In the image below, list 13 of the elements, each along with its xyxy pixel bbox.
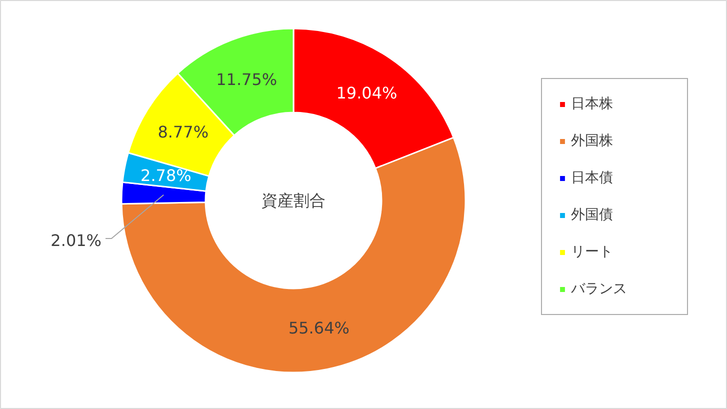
data-label: 19.04%	[336, 84, 398, 103]
legend-label: リート	[571, 243, 614, 261]
legend-label: 日本株	[571, 95, 614, 113]
text: 資産割合	[262, 191, 326, 210]
data-label: 8.77%	[158, 122, 209, 142]
data-label: 2.78%	[140, 166, 192, 185]
legend-label: バランス	[571, 280, 628, 298]
legend-label: 日本債	[571, 169, 614, 187]
data-label: 11.75%	[216, 70, 278, 89]
legend-label: 外国株	[571, 132, 614, 150]
legend-label: 外国債	[571, 206, 614, 224]
data-label: 2.01%	[50, 231, 102, 250]
data-label: 55.64%	[288, 318, 350, 338]
